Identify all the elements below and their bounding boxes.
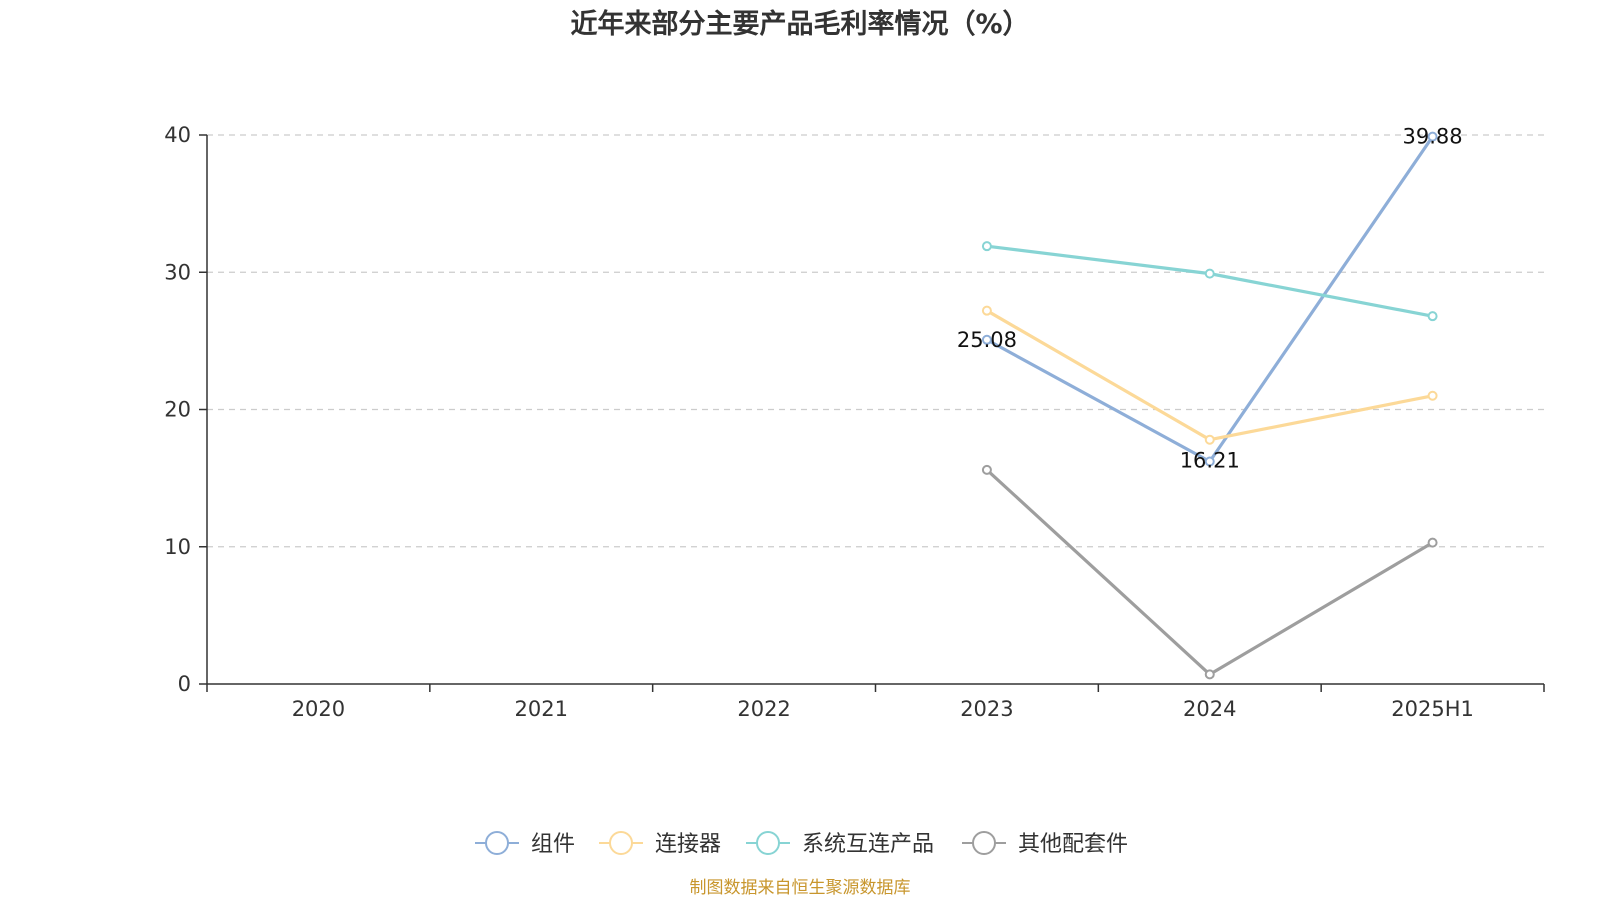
grid-lines bbox=[207, 134, 1544, 548]
legend-marker bbox=[972, 831, 996, 855]
data-point bbox=[1427, 131, 1438, 142]
data-label: 39.88 bbox=[1403, 125, 1463, 149]
data-point bbox=[981, 464, 992, 475]
y-tick-label: 10 bbox=[164, 535, 191, 559]
chart-title: 近年来部分主要产品毛利率情况（%） bbox=[570, 8, 1029, 40]
x-tick-label: 2021 bbox=[515, 697, 568, 721]
data-point bbox=[1427, 311, 1438, 322]
data-point bbox=[981, 241, 992, 252]
series-layer bbox=[981, 131, 1438, 680]
series-0 bbox=[981, 131, 1438, 467]
series-line bbox=[985, 135, 1435, 464]
data-point bbox=[1204, 434, 1215, 445]
data-label: 25.08 bbox=[957, 328, 1017, 352]
series-3 bbox=[981, 464, 1438, 680]
legend-item-1[interactable]: 连接器 bbox=[599, 831, 721, 857]
legend-label: 组件 bbox=[531, 832, 575, 857]
data-label: 16.21 bbox=[1180, 449, 1240, 473]
series-line bbox=[985, 468, 1435, 676]
legend-item-3[interactable]: 其他配套件 bbox=[962, 831, 1128, 857]
legend-label: 连接器 bbox=[655, 832, 721, 857]
data-point bbox=[1427, 390, 1438, 401]
series-1 bbox=[981, 305, 1438, 445]
x-tick-label: 2024 bbox=[1183, 697, 1236, 721]
data-point bbox=[981, 334, 992, 345]
legend-item-2[interactable]: 系统互连产品 bbox=[746, 831, 934, 857]
data-point bbox=[1204, 268, 1215, 279]
legend-marker bbox=[609, 831, 633, 855]
legend-marker bbox=[485, 831, 509, 855]
legend[interactable]: 组件 连接器 系统互连产品 其他配套件 bbox=[475, 831, 1128, 857]
legend-label: 系统互连产品 bbox=[802, 832, 934, 857]
source-note: 制图数据来自恒生聚源数据库 bbox=[690, 878, 911, 898]
legend-marker bbox=[756, 831, 780, 855]
x-tick-label: 2023 bbox=[960, 697, 1013, 721]
x-tick-label: 2022 bbox=[737, 697, 790, 721]
data-point bbox=[981, 305, 992, 316]
data-point bbox=[1204, 456, 1215, 467]
series-line bbox=[985, 244, 1435, 318]
data-point bbox=[1427, 537, 1438, 548]
y-tick-label: 30 bbox=[164, 260, 191, 284]
axes: 0 10 20 30 40 2020 2021 2022 2023 2024 2025H1 bbox=[164, 123, 1545, 721]
series-2 bbox=[981, 241, 1438, 322]
y-tick-label: 20 bbox=[164, 398, 191, 422]
data-labels: 25.08 16.21 39.88 bbox=[957, 125, 1463, 473]
data-point bbox=[1204, 669, 1215, 680]
y-tick-label: 0 bbox=[178, 672, 191, 696]
y-tick-label: 40 bbox=[164, 123, 191, 147]
legend-label: 其他配套件 bbox=[1018, 832, 1128, 857]
x-tick-label: 2025H1 bbox=[1391, 697, 1474, 721]
legend-item-0[interactable]: 组件 bbox=[475, 831, 575, 857]
x-tick-label: 2020 bbox=[292, 697, 345, 721]
